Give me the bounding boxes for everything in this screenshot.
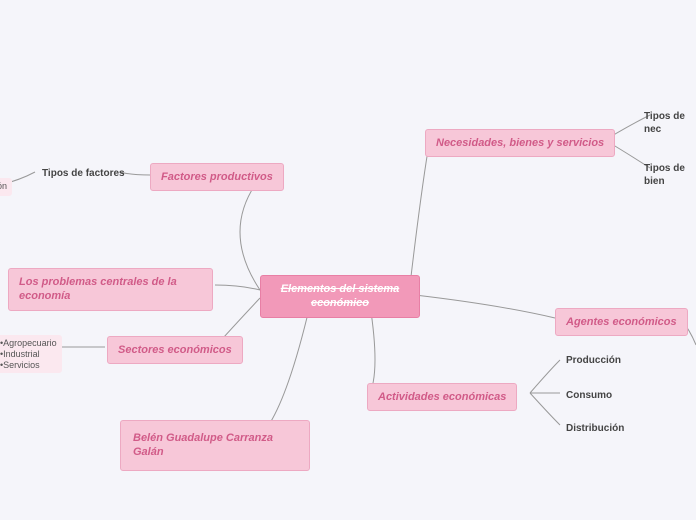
node-tipos-factores[interactable]: Tipos de factores (38, 165, 129, 182)
node-tipos-bien[interactable]: Tipos de bien (640, 160, 696, 190)
node-distribucion[interactable]: Distribución (562, 420, 628, 437)
node-necesidades[interactable]: Necesidades, bienes y servicios (425, 129, 615, 157)
node-consumo[interactable]: Consumo (562, 387, 616, 404)
node-sectores[interactable]: Sectores económicos (107, 336, 243, 364)
node-on[interactable]: ón (0, 178, 12, 196)
node-actividades[interactable]: Actividades económicas (367, 383, 517, 411)
center-node[interactable]: Elementos del sistema económico (260, 275, 420, 318)
node-produccion[interactable]: Producción (562, 352, 625, 369)
node-factores[interactable]: Factores productivos (150, 163, 284, 191)
connector-lines (0, 0, 696, 520)
node-problemas[interactable]: Los problemas centrales de la economía (8, 268, 213, 311)
node-tipos-nec[interactable]: Tipos de nec (640, 108, 696, 138)
node-sectores-bullets[interactable]: •Agropecuario •Industrial •Servicios (0, 335, 62, 373)
node-belen[interactable]: Belén Guadalupe Carranza Galán (120, 420, 310, 471)
node-agentes[interactable]: Agentes económicos (555, 308, 688, 336)
